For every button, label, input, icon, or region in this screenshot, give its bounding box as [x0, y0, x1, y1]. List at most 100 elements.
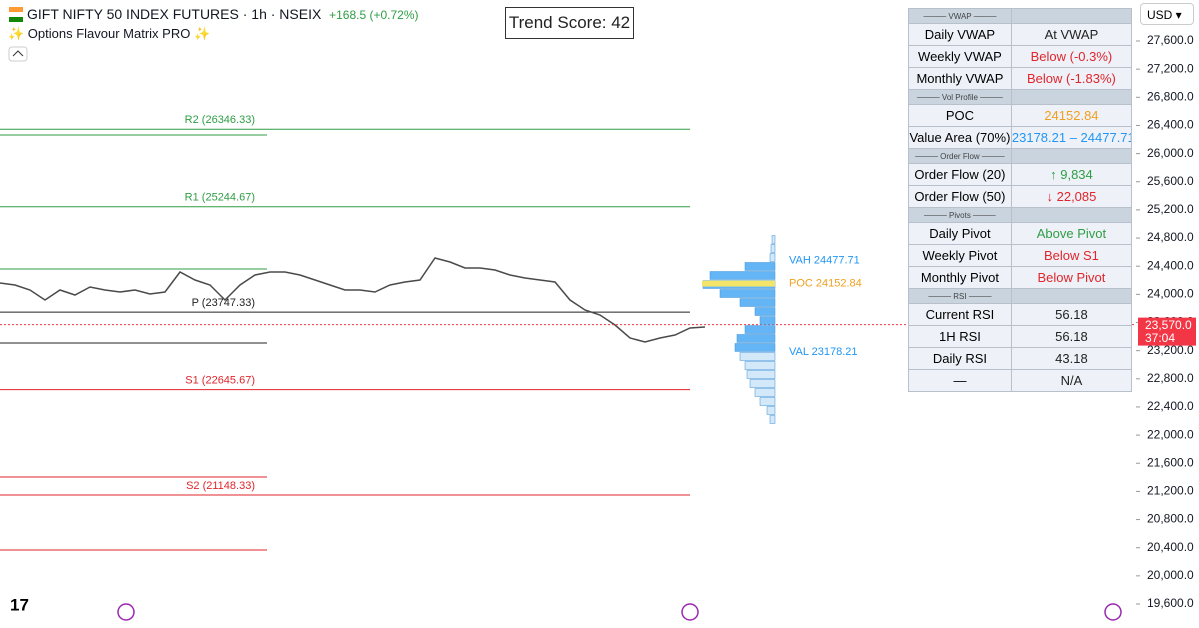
- table-row: — N/A: [908, 369, 1133, 392]
- section-header: ──── Pivots ────: [908, 207, 1012, 223]
- row-label: Monthly VWAP: [908, 67, 1012, 90]
- profile-bar: [739, 298, 776, 307]
- y-tick-label: 23,200.0: [1147, 343, 1194, 357]
- profile-bar: [759, 316, 776, 325]
- table-row: Weekly Pivot Below S1: [908, 244, 1133, 267]
- table-row: Value Area (70%) 23178.21 – 24477.71: [908, 126, 1133, 149]
- profile-bar: [739, 352, 776, 361]
- profile-bar: [754, 307, 776, 316]
- row-label: Daily RSI: [908, 347, 1012, 370]
- row-value: 43.18: [1010, 347, 1133, 370]
- table-row: Current RSI 56.18: [908, 303, 1133, 326]
- section-blank: [1010, 8, 1133, 24]
- y-tick-label: 25,200.0: [1147, 202, 1194, 216]
- profile-bar: [719, 289, 776, 298]
- row-label: —: [908, 369, 1012, 392]
- row-label: 1H RSI: [908, 325, 1012, 348]
- row-label: Monthly Pivot: [908, 266, 1012, 289]
- table-row: ──── Order Flow ────: [908, 148, 1133, 164]
- profile-bar: [759, 397, 776, 406]
- y-tick-label: 19,600.0: [1147, 596, 1194, 610]
- row-value: ↑ 9,834: [1010, 163, 1133, 186]
- y-tick-label: 20,800.0: [1147, 512, 1194, 526]
- y-tick-label: 21,600.0: [1147, 455, 1194, 469]
- flag: [9, 17, 23, 22]
- profile-bar: [770, 244, 776, 253]
- profile-bar: [744, 325, 776, 334]
- info-table: ──── VWAP ──── Daily VWAP At VWAP Weekly VW…: [908, 8, 1133, 392]
- trend-score: Trend Score: 42: [505, 7, 634, 39]
- table-row: ──── Pivots ────: [908, 207, 1133, 223]
- row-label: Weekly Pivot: [908, 244, 1012, 267]
- y-tick-label: 26,400.0: [1147, 118, 1194, 132]
- y-tick-label: 22,800.0: [1147, 371, 1194, 385]
- section-blank: [1010, 89, 1133, 105]
- row-value: Below Pivot: [1010, 266, 1133, 289]
- row-value: 56.18: [1010, 325, 1133, 348]
- y-tick-label: 27,600.0: [1147, 33, 1194, 47]
- y-tick-label: 27,200.0: [1147, 61, 1194, 75]
- row-label: Order Flow (20): [908, 163, 1012, 186]
- table-row: Daily VWAP At VWAP: [908, 23, 1133, 46]
- y-tick-label: 24,000.0: [1147, 287, 1194, 301]
- profile-bar: [734, 343, 776, 352]
- table-row: Order Flow (20) ↑ 9,834: [908, 163, 1133, 186]
- profile-bar: [769, 415, 776, 424]
- countdown: 37:04: [1145, 331, 1175, 345]
- profile-bar: [771, 235, 776, 244]
- profile-bar: [709, 271, 776, 280]
- icon[interactable]: [117, 603, 135, 621]
- table-row: Monthly Pivot Below Pivot: [908, 266, 1133, 289]
- y-tick-label: 21,200.0: [1147, 484, 1194, 498]
- price-tag-label: 23,570.0: [1145, 318, 1192, 332]
- icon[interactable]: [681, 603, 699, 621]
- section-blank: [1010, 207, 1133, 223]
- row-label: POC: [908, 104, 1012, 127]
- row-label: Current RSI: [908, 303, 1012, 326]
- currency-select[interactable]: USD ▾: [1140, 3, 1194, 25]
- collapse-button[interactable]: [8, 46, 28, 62]
- indicator-name: ✨ Options Flavour Matrix PRO ✨: [8, 26, 211, 41]
- change: +168.5 (+0.72%): [329, 8, 419, 22]
- header-line: GIFT NIFTY 50 INDEX FUTURES · 1h · NSEIX…: [27, 6, 419, 22]
- flag: [9, 7, 23, 12]
- price-line: [0, 257, 706, 343]
- flag: [9, 12, 23, 17]
- vah-label: VAH 24477.71: [789, 255, 860, 267]
- profile-bar: [766, 406, 776, 415]
- row-label: Daily Pivot: [908, 222, 1012, 245]
- poc-label: POC 24152.84: [789, 278, 862, 290]
- symbol-title: GIFT NIFTY 50 INDEX FUTURES · 1h · NSEIX: [27, 6, 322, 22]
- y-tick-label: 20,000.0: [1147, 568, 1194, 582]
- table-row: 1H RSI 56.18: [908, 325, 1133, 348]
- y-tick-label: 24,800.0: [1147, 230, 1194, 244]
- table-row: ──── Vol Profile ────: [908, 89, 1133, 105]
- table-row: ──── VWAP ────: [908, 8, 1133, 24]
- profile-bar: [769, 253, 776, 262]
- section-header: ──── Vol Profile ────: [908, 89, 1012, 105]
- section-blank: [1010, 288, 1133, 304]
- profile-bar: [749, 379, 776, 388]
- pivot-label: P (23747.33): [192, 297, 255, 309]
- icon[interactable]: [1104, 603, 1122, 621]
- row-value: 56.18: [1010, 303, 1133, 326]
- table-row: Daily Pivot Above Pivot: [908, 222, 1133, 245]
- y-tick-label: 20,400.0: [1147, 540, 1194, 554]
- pivot-label: R1 (25244.67): [185, 192, 255, 204]
- price-tag: [1138, 317, 1196, 346]
- row-value: N/A: [1010, 369, 1133, 392]
- row-label: Order Flow (50): [908, 185, 1012, 208]
- row-value: 23178.21 – 24477.71: [1010, 126, 1133, 149]
- section-header: ──── Order Flow ────: [908, 148, 1012, 164]
- y-tick-label: 24,400.0: [1147, 258, 1194, 272]
- row-value: 24152.84: [1010, 104, 1133, 127]
- row-value: Below S1: [1010, 244, 1133, 267]
- profile-bar: [744, 361, 776, 370]
- currency: USD: [1147, 8, 1173, 22]
- row-value: At VWAP: [1010, 23, 1133, 46]
- row-label: Value Area (70%): [908, 126, 1012, 149]
- profile-bar: [744, 262, 776, 271]
- poc-band: [702, 280, 775, 287]
- section-header: ──── RSI ────: [908, 288, 1012, 304]
